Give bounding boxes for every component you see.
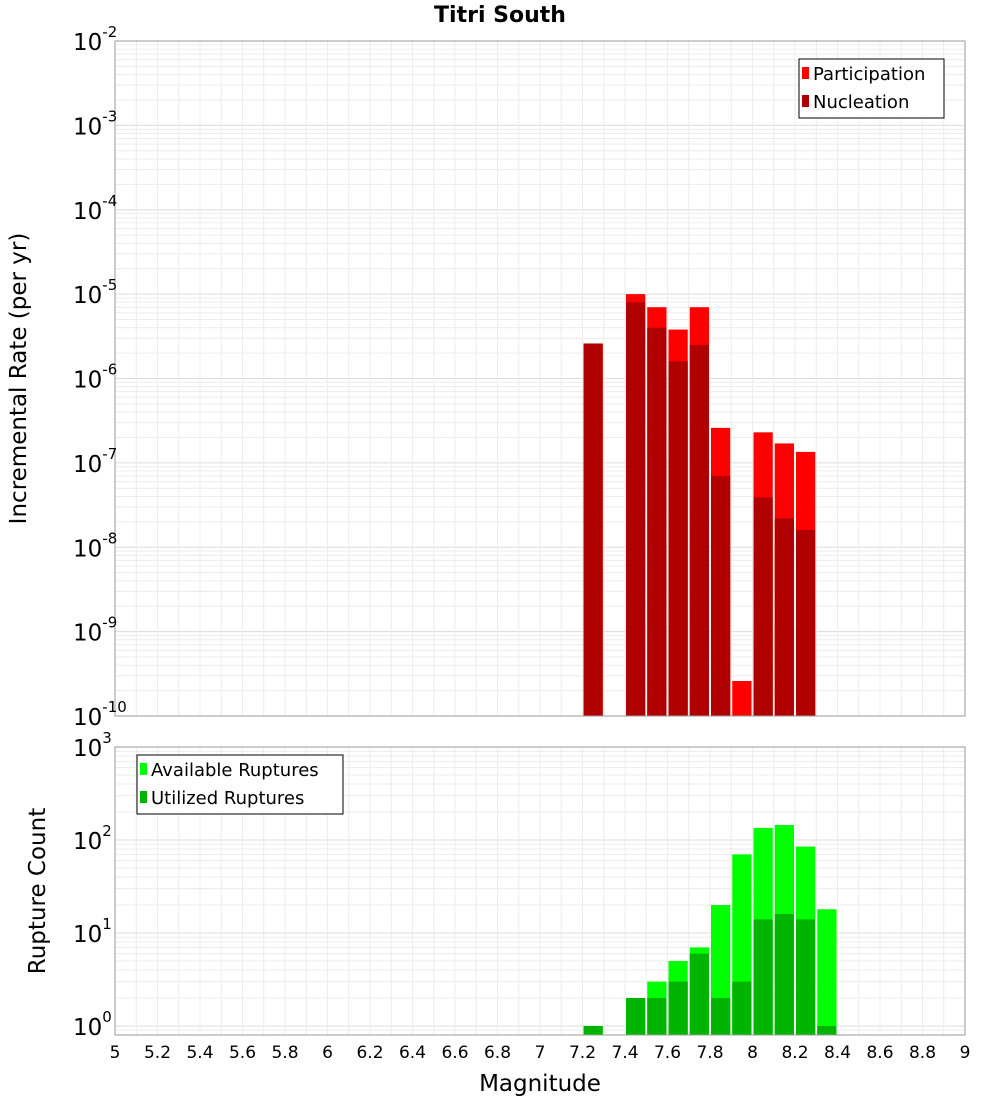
nucleation-bar [668, 361, 688, 716]
x-tick-label: 6 [322, 1043, 333, 1063]
x-tick-label: 6.8 [484, 1043, 511, 1063]
utilized-ruptures-bar [626, 997, 646, 1035]
x-tick-label: 5.2 [144, 1043, 171, 1063]
legend-swatch [802, 67, 809, 79]
utilized-ruptures-bar [711, 997, 731, 1035]
utilized-ruptures-bar [647, 997, 667, 1035]
utilized-ruptures-bar [689, 953, 709, 1035]
x-tick-label: 5.8 [271, 1043, 298, 1063]
y-tick-label: 10-6 [73, 361, 117, 394]
x-ticks: 5 5.2 5.4 5.6 5.8 6 6.2 6.4 6.6 6.8 7 7.2 7.4 7.6 7.8 8… [110, 1043, 971, 1063]
count-legend: Available Ruptures Utilized Ruptures [136, 754, 344, 815]
y-tick-label: 101 [73, 915, 112, 948]
utilized-ruptures-bar [583, 1025, 603, 1035]
utilized-ruptures-bar [732, 981, 752, 1035]
x-tick-label: 5.6 [229, 1043, 256, 1063]
available-ruptures-bar [817, 909, 837, 1035]
nucleation-bar [774, 518, 794, 716]
legend-label: Participation [813, 64, 925, 85]
x-tick-label: 5 [110, 1043, 121, 1063]
utilized-ruptures-bar [668, 981, 688, 1035]
utilized-ruptures-bar [774, 914, 794, 1035]
nucleation-bar [583, 343, 603, 716]
y-tick-label: 10-7 [73, 445, 117, 478]
y-tick-label: 100 [73, 1008, 112, 1041]
nucleation-bar [753, 497, 773, 716]
legend-label: Nucleation [813, 92, 909, 113]
x-tick-label: 9 [960, 1043, 971, 1063]
rate-plot-frame [114, 40, 966, 717]
y-tick-label: 10-10 [73, 698, 127, 731]
y-tick-label: 10-9 [73, 614, 117, 647]
x-tick-label: 6.4 [399, 1043, 426, 1063]
x-tick-label: 7.6 [654, 1043, 681, 1063]
x-tick-label: 8 [747, 1043, 758, 1063]
count-panel: 103 102 101 100 5 5.2 5.4 5.6 5.8 6 6.2 6.4 6.6 6.8 7… [25, 729, 970, 1097]
legend-swatch [140, 791, 147, 803]
utilized-ruptures-bar [817, 1025, 837, 1035]
x-tick-label: 8.2 [781, 1043, 808, 1063]
rate-bars [583, 294, 816, 716]
count-bars [583, 824, 837, 1035]
y-tick-label: 102 [73, 822, 112, 855]
x-tick-label: 8.4 [824, 1043, 851, 1063]
count-y-axis-label: Rupture Count [25, 808, 51, 974]
participation-bar [732, 680, 752, 716]
y-tick-label: 10-3 [73, 107, 117, 140]
nucleation-bar [626, 302, 646, 716]
x-tick-label: 6.2 [356, 1043, 383, 1063]
x-tick-label: 6.6 [441, 1043, 468, 1063]
y-tick-label: 10-4 [73, 192, 117, 225]
legend-label: Utilized Ruptures [151, 788, 304, 809]
legend-box [798, 58, 945, 119]
utilized-ruptures-bar [753, 919, 773, 1035]
legend-swatch [140, 763, 147, 775]
count-y-ticks: 103 102 101 100 [73, 729, 112, 1041]
x-tick-label: 7.8 [696, 1043, 723, 1063]
nucleation-bar [711, 475, 731, 716]
chart-title: Titri South [434, 3, 566, 28]
x-tick-label: 5.4 [186, 1043, 213, 1063]
y-tick-label: 103 [73, 729, 112, 762]
x-tick-label: 7.2 [569, 1043, 596, 1063]
legend-label: Available Ruptures [151, 760, 319, 781]
x-tick-label: 7.4 [611, 1043, 638, 1063]
y-tick-label: 10-2 [73, 23, 117, 56]
count-plot-frame [114, 746, 966, 1036]
rate-panel: 10-2 10-3 10-4 10-5 10-6 10-7 10-8 10-9 10-10 Pa… [6, 23, 966, 731]
rate-y-axis-label: Incremental Rate (per yr) [6, 233, 32, 525]
x-tick-label: 8.8 [909, 1043, 936, 1063]
x-axis-label: Magnitude [479, 1071, 601, 1097]
y-tick-label: 10-8 [73, 529, 117, 562]
nucleation-bar [689, 344, 709, 716]
y-tick-label: 10-5 [73, 276, 117, 309]
rate-y-ticks: 10-2 10-3 10-4 10-5 10-6 10-7 10-8 10-9 10-10 [73, 23, 127, 731]
legend-swatch [802, 95, 809, 107]
nucleation-bar [796, 530, 816, 716]
utilized-ruptures-bar [796, 919, 816, 1035]
x-tick-label: 8.6 [866, 1043, 893, 1063]
nucleation-bar [647, 327, 667, 716]
rate-legend: Participation Nucleation [798, 58, 945, 119]
x-tick-label: 7 [535, 1043, 546, 1063]
legend-box [136, 754, 344, 815]
rate-grid [114, 40, 966, 717]
